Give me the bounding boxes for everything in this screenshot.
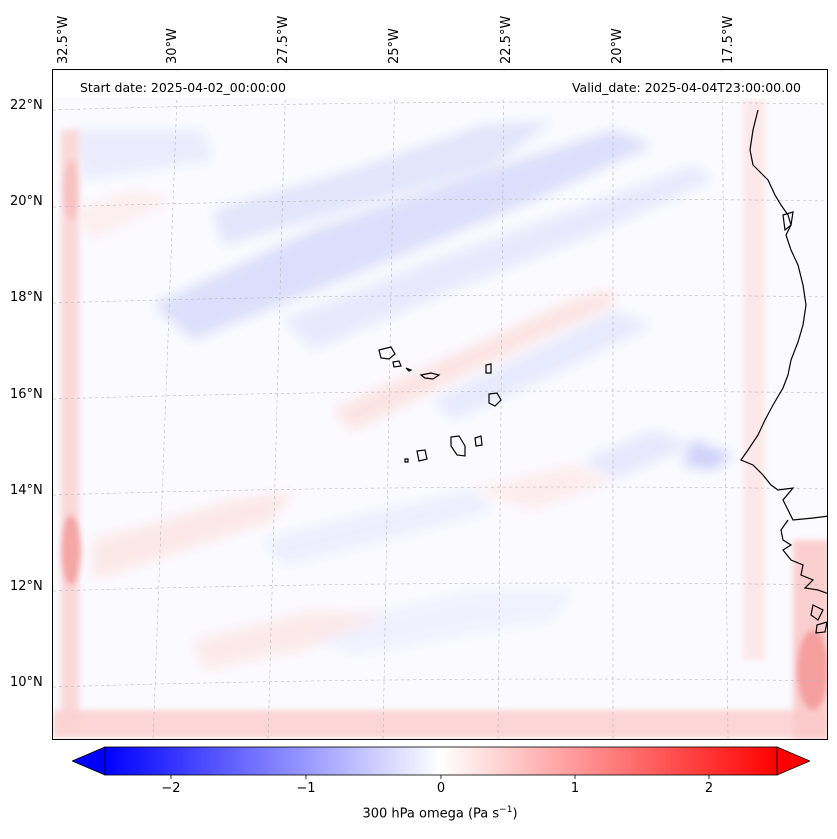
colorbar-min-extend [72, 746, 106, 776]
cape-verde-islands [378, 346, 502, 463]
map-panel: Start date: 2025-04-02_00:00:00 Valid_da… [52, 69, 828, 740]
lon-label-22-5w: 22.5°W [499, 15, 514, 64]
island-sal [485, 363, 492, 374]
colorbar-tick-neg1: −1 [296, 781, 316, 796]
colorbar [72, 746, 810, 779]
colorbar-tick-1: 1 [570, 781, 580, 796]
lon-label-30w: 30°W [165, 28, 180, 64]
positive-omega-bands [73, 190, 613, 670]
island-santa-luzia [405, 367, 413, 372]
island-boa-vista [488, 392, 502, 407]
colorbar-tick-0: 0 [436, 781, 446, 796]
colorbar-label-suffix: ) [512, 806, 518, 822]
start-date-text: Start date: 2025-04-02_00:00:00 [80, 80, 286, 95]
boundary-effects [53, 100, 827, 739]
colorbar-tick-2: 2 [704, 781, 714, 796]
colorbar-label-text: 300 hPa omega (Pa s [362, 806, 500, 822]
coastline [740, 109, 827, 634]
island-sao-vicente [392, 360, 402, 368]
island-brava [404, 458, 409, 463]
lat-label-20n: 20°N [10, 194, 43, 209]
valid-date-text: Valid_date: 2025-04-04T23:00:00.00 [571, 80, 801, 95]
lon-label-27-5w: 27.5°W [276, 15, 291, 64]
colorbar-label: 300 hPa omega (Pa s−1) [0, 805, 837, 821]
graticule [53, 70, 827, 739]
lon-label-17-5w: 17.5°W [721, 15, 736, 64]
island-sao-nicolau [419, 372, 441, 380]
colorbar-gradient [104, 746, 778, 776]
lat-label-14n: 14°N [10, 483, 43, 498]
island-maio [474, 435, 483, 447]
lat-label-16n: 16°N [10, 387, 43, 402]
lat-label-12n: 12°N [10, 579, 43, 594]
date-header-bar: Start date: 2025-04-02_00:00:00 Valid_da… [54, 71, 827, 98]
island-santiago [450, 435, 466, 457]
colorbar-max-extend [776, 746, 810, 776]
lat-label-18n: 18°N [10, 290, 43, 305]
island-santo-antao [378, 346, 396, 360]
colorbar-ticks [170, 775, 710, 779]
lat-label-10n: 10°N [10, 675, 43, 690]
colorbar-label-exponent: −1 [499, 805, 513, 815]
lat-label-22n: 22°N [10, 98, 43, 113]
omega-field-map [53, 70, 827, 739]
lon-label-25w: 25°W [387, 28, 402, 64]
lon-label-20w: 20°W [610, 28, 625, 64]
lon-label-32-5w: 32.5°W [56, 15, 71, 64]
island-fogo [416, 449, 428, 462]
negative-omega-bands [73, 120, 733, 655]
colorbar-tick-neg2: −2 [161, 781, 181, 796]
